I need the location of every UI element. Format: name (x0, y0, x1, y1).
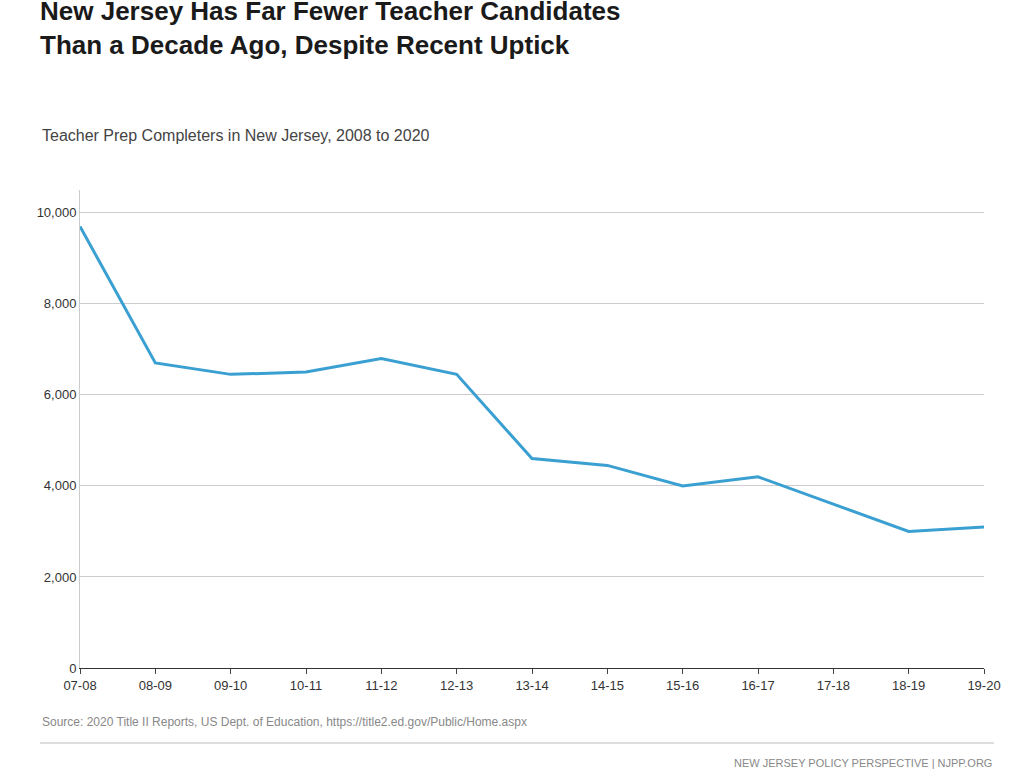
svg-text:10,000: 10,000 (37, 205, 77, 220)
svg-text:15-16: 15-16 (666, 678, 699, 693)
svg-text:6,000: 6,000 (44, 387, 77, 402)
svg-text:8,000: 8,000 (44, 296, 77, 311)
svg-text:07-08: 07-08 (63, 678, 96, 693)
svg-text:Source: 2020 Title II Reports,: Source: 2020 Title II Reports, US Dept. … (42, 715, 527, 729)
svg-text:17-18: 17-18 (817, 678, 850, 693)
svg-text:11-12: 11-12 (365, 678, 397, 693)
svg-text:10-11: 10-11 (290, 678, 322, 693)
svg-text:NEW JERSEY POLICY PERSPECTIVE: NEW JERSEY POLICY PERSPECTIVE | NJPP.ORG (734, 757, 992, 769)
svg-text:18-19: 18-19 (892, 678, 925, 693)
svg-text:2,000: 2,000 (44, 570, 77, 585)
svg-text:4,000: 4,000 (44, 478, 77, 493)
svg-text:08-09: 08-09 (139, 678, 172, 693)
svg-text:Teacher Prep Completers in New: Teacher Prep Completers in New Jersey, 2… (42, 127, 430, 144)
svg-text:09-10: 09-10 (214, 678, 247, 693)
svg-text:12-13: 12-13 (440, 678, 473, 693)
svg-text:New Jersey Has Far Fewer Teach: New Jersey Has Far Fewer Teacher Candida… (40, 0, 620, 60)
svg-text:14-15: 14-15 (591, 678, 624, 693)
svg-text:19-20: 19-20 (967, 678, 1000, 693)
svg-text:13-14: 13-14 (515, 678, 548, 693)
svg-text:0: 0 (69, 661, 76, 676)
svg-text:16-17: 16-17 (741, 678, 774, 693)
